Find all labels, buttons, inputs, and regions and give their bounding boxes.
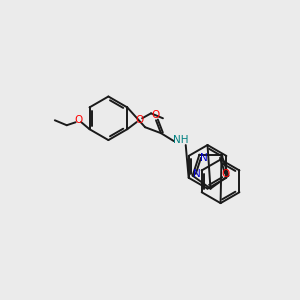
Text: N: N bbox=[193, 169, 200, 179]
Text: N: N bbox=[200, 153, 207, 163]
Text: O: O bbox=[135, 115, 143, 125]
Text: NH: NH bbox=[173, 135, 188, 145]
Text: O: O bbox=[74, 115, 83, 125]
Text: O: O bbox=[152, 110, 160, 120]
Text: O: O bbox=[221, 169, 230, 179]
